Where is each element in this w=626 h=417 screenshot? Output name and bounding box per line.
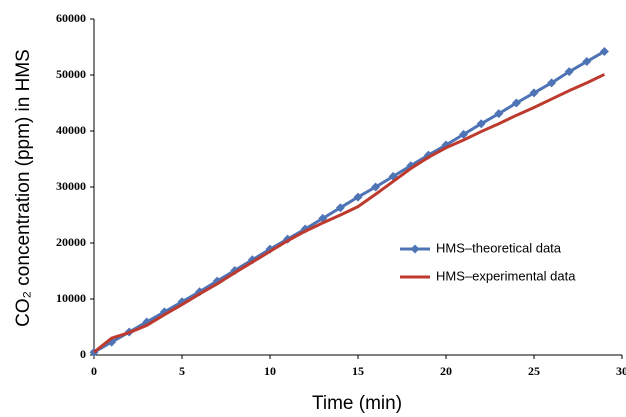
series-line xyxy=(93,73,606,354)
point-marker xyxy=(459,129,469,139)
y-tick-label: 60000 xyxy=(56,11,86,25)
legend-label: HMS–theoretical data xyxy=(436,240,562,255)
point-marker xyxy=(599,46,609,56)
y-tick-label: 30000 xyxy=(56,179,86,193)
series-line xyxy=(93,50,606,354)
point-marker xyxy=(529,88,539,98)
y-tick-label: 40000 xyxy=(56,123,86,137)
point-marker xyxy=(494,109,504,119)
y-tick-label: 0 xyxy=(80,347,86,361)
x-tick-label: 30 xyxy=(616,364,626,378)
x-tick-label: 20 xyxy=(440,364,452,378)
point-marker xyxy=(353,192,363,202)
x-axis-label: Time (min) xyxy=(312,393,402,414)
point-marker xyxy=(582,57,592,67)
y-axis-label: CO₂ concentration (ppm) in HMS xyxy=(13,49,34,327)
point-marker xyxy=(547,78,557,88)
point-marker xyxy=(511,98,521,108)
point-marker xyxy=(476,119,486,129)
x-tick-label: 15 xyxy=(352,364,364,378)
legend-label: HMS–experimental data xyxy=(436,268,576,283)
y-tick-label: 50000 xyxy=(56,67,86,81)
point-marker xyxy=(371,182,381,192)
point-marker xyxy=(564,67,574,77)
y-tick-label: 10000 xyxy=(56,291,86,305)
point-marker xyxy=(335,203,345,213)
legend-marker xyxy=(410,244,420,254)
x-tick-label: 10 xyxy=(264,364,276,378)
y-tick-label: 20000 xyxy=(56,235,86,249)
x-tick-label: 5 xyxy=(179,364,185,378)
x-tick-label: 25 xyxy=(528,364,540,378)
x-tick-label: 0 xyxy=(91,364,97,378)
